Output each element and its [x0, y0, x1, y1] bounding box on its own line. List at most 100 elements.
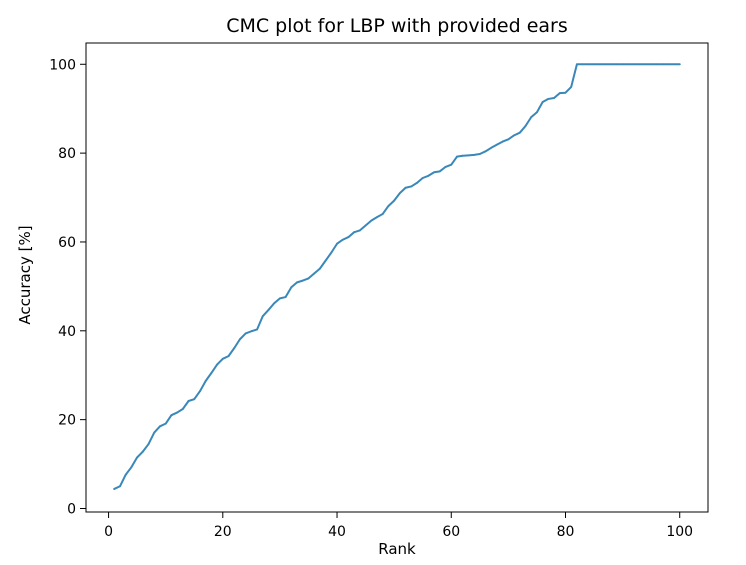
data-point: [456, 155, 458, 158]
data-point: [244, 332, 247, 335]
points-layer: [113, 63, 681, 490]
series-line: [113, 63, 681, 490]
data-point: [210, 372, 213, 374]
data-point: [239, 338, 241, 341]
data-point: [181, 408, 184, 410]
data-point: [336, 242, 338, 245]
data-point: [501, 140, 504, 143]
data-point: [376, 216, 378, 218]
data-point: [461, 154, 464, 157]
data-point: [507, 138, 510, 141]
data-point: [604, 63, 607, 66]
data-point: [290, 286, 293, 289]
data-point: [678, 63, 681, 66]
data-point: [593, 63, 595, 66]
data-point: [124, 473, 127, 476]
data-point: [570, 86, 573, 88]
data-point: [547, 98, 550, 100]
data-point: [130, 466, 133, 469]
y-tick-label: 100: [49, 57, 76, 73]
data-point: [221, 357, 224, 360]
data-point: [404, 186, 407, 189]
data-point: [410, 185, 413, 188]
y-tick-label: 0: [67, 501, 76, 517]
data-point: [610, 63, 613, 66]
data-point: [490, 146, 493, 149]
data-point: [496, 143, 498, 146]
y-tick-label: 80: [58, 146, 76, 162]
data-point: [398, 192, 401, 195]
data-point: [667, 63, 670, 66]
data-point: [467, 154, 470, 157]
x-tick-label: 20: [214, 524, 232, 540]
data-point: [347, 236, 350, 238]
data-point: [370, 219, 373, 222]
data-point: [655, 63, 658, 66]
data-point: [147, 443, 150, 445]
y-tick-label: 40: [58, 324, 76, 340]
data-point: [119, 485, 121, 488]
data-point: [576, 63, 578, 66]
data-point: [153, 431, 156, 434]
data-point: [513, 134, 515, 137]
data-point: [170, 414, 173, 417]
ticks-layer: 0 20 40 60 80 100 0 20 40 60 80 100: [49, 57, 693, 540]
data-point: [581, 63, 584, 66]
data-point: [633, 63, 635, 66]
data-point: [204, 380, 207, 382]
data-point: [164, 422, 167, 425]
x-tick-label: 40: [328, 524, 346, 540]
x-tick-label: 0: [104, 524, 113, 540]
data-point: [159, 425, 161, 428]
data-point: [284, 296, 287, 298]
data-point: [421, 177, 424, 179]
data-point: [193, 398, 196, 401]
data-point: [313, 272, 316, 275]
data-point: [296, 281, 298, 284]
y-axis-label: Accuracy [%]: [16, 225, 34, 324]
data-point: [427, 174, 430, 177]
x-tick-label: 60: [442, 524, 460, 540]
data-point: [176, 411, 179, 414]
data-point: [381, 213, 384, 215]
data-point: [524, 125, 527, 127]
chart-title: CMC plot for LBP with provided ears: [226, 15, 568, 37]
data-point: [273, 302, 276, 305]
data-point: [450, 163, 453, 166]
data-point: [301, 279, 304, 282]
data-point: [227, 355, 230, 358]
plot-frame: [85, 42, 709, 513]
data-point: [364, 224, 367, 227]
data-point: [644, 63, 647, 66]
data-point: [553, 97, 555, 99]
data-point: [416, 181, 418, 184]
data-point: [307, 277, 310, 280]
y-tick-label: 20: [58, 413, 76, 429]
x-axis-label: Rank: [378, 540, 416, 558]
data-point: [638, 63, 641, 66]
data-point: [530, 116, 533, 119]
data-point: [233, 347, 236, 350]
data-point: [598, 63, 601, 66]
data-point: [261, 315, 264, 318]
data-point: [250, 330, 253, 333]
data-point: [187, 400, 190, 402]
data-point: [587, 63, 590, 66]
data-point: [564, 91, 567, 94]
y-tick-label: 60: [58, 235, 76, 251]
x-tick-label: 100: [666, 524, 693, 540]
data-point: [330, 251, 333, 254]
data-point: [673, 63, 675, 66]
data-point: [438, 170, 441, 173]
data-point: [136, 456, 139, 459]
data-point: [616, 63, 618, 66]
data-point: [484, 150, 487, 153]
data-point: [341, 238, 344, 241]
data-point: [199, 390, 201, 393]
data-point: [444, 165, 447, 168]
data-point: [661, 63, 664, 66]
data-point: [473, 154, 476, 156]
data-point: [541, 101, 544, 103]
